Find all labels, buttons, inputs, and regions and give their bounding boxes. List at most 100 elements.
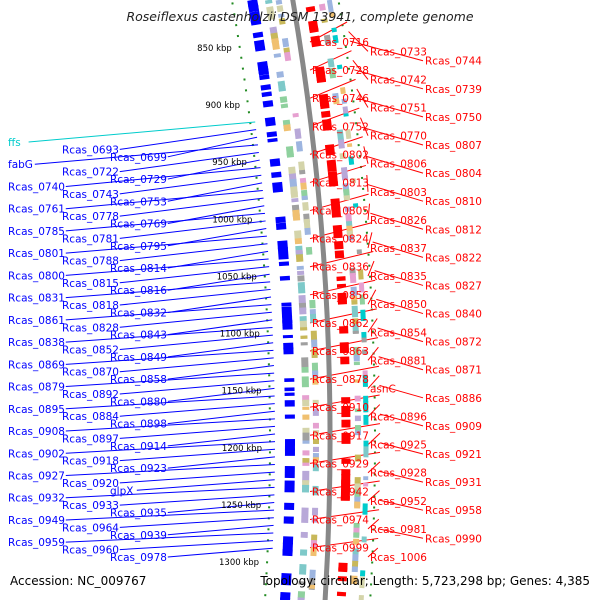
gene-label[interactable]: Rcas_0722: [62, 167, 119, 179]
gene-label[interactable]: Rcas_0978: [110, 552, 167, 564]
gene-label[interactable]: Rcas_0932: [8, 493, 65, 505]
gene-label[interactable]: Rcas_0810: [425, 196, 482, 208]
gene-label[interactable]: Rcas_0739: [425, 84, 482, 96]
gene-label[interactable]: Rcas_1006: [370, 552, 427, 564]
gene-label[interactable]: Rcas_0914: [110, 441, 167, 453]
gene-label[interactable]: Rcas_0785: [8, 226, 65, 238]
gene-label[interactable]: Rcas_0746: [312, 93, 369, 105]
gene-label[interactable]: Rcas_0840: [425, 309, 482, 321]
gene-label[interactable]: Rcas_0878: [312, 374, 369, 386]
gene-label[interactable]: Rcas_0849: [110, 352, 167, 364]
gene-label[interactable]: Rcas_0852: [62, 345, 119, 357]
gene-label[interactable]: Rcas_0929: [312, 458, 369, 470]
gene-label[interactable]: Rcas_0813: [312, 177, 369, 189]
gene-label[interactable]: Rcas_0898: [110, 419, 167, 431]
gene-label[interactable]: Rcas_0804: [425, 168, 482, 180]
gene-label[interactable]: Rcas_0881: [370, 355, 427, 367]
gene-label[interactable]: Rcas_0939: [110, 530, 167, 542]
gene-label[interactable]: Rcas_0805: [312, 206, 369, 218]
gene-label[interactable]: Rcas_0902: [8, 448, 65, 460]
gene-label[interactable]: Rcas_0928: [370, 468, 427, 480]
gene-label[interactable]: Rcas_0959: [8, 537, 65, 549]
gene-label[interactable]: Rcas_0942: [312, 486, 369, 498]
gene-label[interactable]: Rcas_0917: [312, 430, 369, 442]
gene-label[interactable]: Rcas_0843: [110, 330, 167, 342]
gene-label[interactable]: Rcas_0895: [8, 404, 65, 416]
gene-label[interactable]: Rcas_0838: [8, 337, 65, 349]
gene-label[interactable]: Rcas_0871: [425, 365, 482, 377]
gene-label[interactable]: Rcas_0952: [370, 496, 427, 508]
gene-label[interactable]: Rcas_0781: [62, 233, 119, 245]
gene-label[interactable]: ffs: [8, 137, 21, 149]
gene-label[interactable]: Rcas_0822: [425, 252, 482, 264]
gene-label[interactable]: Rcas_0801: [8, 248, 65, 260]
gene-label[interactable]: Rcas_0800: [8, 270, 65, 282]
gene-label[interactable]: Rcas_0884: [62, 411, 119, 423]
gene-label[interactable]: Rcas_0856: [312, 290, 369, 302]
gene-label[interactable]: Rcas_0869: [8, 359, 65, 371]
gene-label[interactable]: Rcas_0879: [8, 382, 65, 394]
gene-label[interactable]: Rcas_0908: [8, 426, 65, 438]
gene-label[interactable]: Rcas_0964: [62, 522, 119, 534]
gene-label[interactable]: Rcas_0949: [8, 515, 65, 527]
gene-label[interactable]: Rcas_0743: [62, 189, 119, 201]
gene-label[interactable]: Rcas_0744: [425, 56, 482, 68]
gene-label[interactable]: Rcas_0925: [370, 440, 427, 452]
gene-label[interactable]: Rcas_0927: [8, 470, 65, 482]
gene-label[interactable]: Rcas_0896: [370, 412, 427, 424]
gene-label[interactable]: Rcas_0886: [425, 393, 482, 405]
gene-label[interactable]: Rcas_0827: [425, 280, 482, 292]
gene-label[interactable]: Rcas_0803: [370, 187, 427, 199]
gene-label[interactable]: Rcas_0832: [110, 307, 167, 319]
gene-label[interactable]: Rcas_0920: [62, 478, 119, 490]
gene-label[interactable]: Rcas_0826: [370, 215, 427, 227]
gene-label[interactable]: Rcas_0751: [370, 103, 427, 115]
gene-label[interactable]: Rcas_0769: [110, 219, 167, 231]
gene-label[interactable]: Rcas_0818: [62, 300, 119, 312]
gene-label[interactable]: Rcas_0750: [425, 112, 482, 124]
gene-label[interactable]: Rcas_0923: [110, 463, 167, 475]
gene-label[interactable]: Rcas_0918: [62, 456, 119, 468]
gene-label[interactable]: Rcas_0910: [312, 402, 369, 414]
gene-label[interactable]: Rcas_0836: [312, 262, 369, 274]
gene-label[interactable]: Rcas_0861: [8, 315, 65, 327]
gene-label[interactable]: Rcas_0761: [8, 204, 65, 216]
gene-label[interactable]: Rcas_0835: [370, 271, 427, 283]
gene-label[interactable]: Rcas_0828: [62, 322, 119, 334]
gene-label[interactable]: Rcas_0981: [370, 524, 427, 536]
gene-label[interactable]: Rcas_0740: [8, 181, 65, 193]
gene-label[interactable]: Rcas_0872: [425, 337, 482, 349]
gene-label[interactable]: Rcas_0729: [110, 174, 167, 186]
gene-label[interactable]: Rcas_0788: [62, 256, 119, 268]
gene-label[interactable]: Rcas_0960: [62, 545, 119, 557]
gene-label[interactable]: Rcas_0933: [62, 500, 119, 512]
gene-label[interactable]: Rcas_0850: [370, 299, 427, 311]
gene-label[interactable]: asnC: [370, 383, 396, 395]
gene-label[interactable]: fabG: [8, 159, 33, 171]
gene-label[interactable]: Rcas_0909: [425, 421, 482, 433]
gene-label[interactable]: Rcas_0863: [312, 346, 369, 358]
gene-label[interactable]: Rcas_0728: [312, 65, 369, 77]
gene-label[interactable]: Rcas_0816: [110, 285, 167, 297]
gene-label[interactable]: Rcas_0897: [62, 433, 119, 445]
gene-label[interactable]: glpX: [110, 485, 133, 497]
gene-label[interactable]: Rcas_0854: [370, 327, 427, 339]
gene-label[interactable]: Rcas_0935: [110, 508, 167, 520]
gene-label[interactable]: Rcas_0806: [370, 159, 427, 171]
gene-label[interactable]: Rcas_0870: [62, 367, 119, 379]
gene-label[interactable]: Rcas_0693: [62, 144, 119, 156]
gene-label[interactable]: Rcas_0752: [312, 121, 369, 133]
gene-label[interactable]: Rcas_0824: [312, 234, 369, 246]
gene-label[interactable]: Rcas_0921: [425, 449, 482, 461]
gene-label[interactable]: Rcas_0753: [110, 196, 167, 208]
gene-label[interactable]: Rcas_0990: [425, 533, 482, 545]
gene-label[interactable]: Rcas_0770: [370, 131, 427, 143]
gene-label[interactable]: Rcas_0958: [425, 505, 482, 517]
gene-label[interactable]: Rcas_0974: [312, 515, 369, 527]
gene-label[interactable]: Rcas_0831: [8, 293, 65, 305]
gene-label[interactable]: Rcas_0802: [312, 149, 369, 161]
gene-label[interactable]: Rcas_0742: [370, 74, 427, 86]
gene-label[interactable]: Rcas_0858: [110, 374, 167, 386]
gene-label[interactable]: Rcas_0862: [312, 318, 369, 330]
gene-label[interactable]: Rcas_0892: [62, 389, 119, 401]
